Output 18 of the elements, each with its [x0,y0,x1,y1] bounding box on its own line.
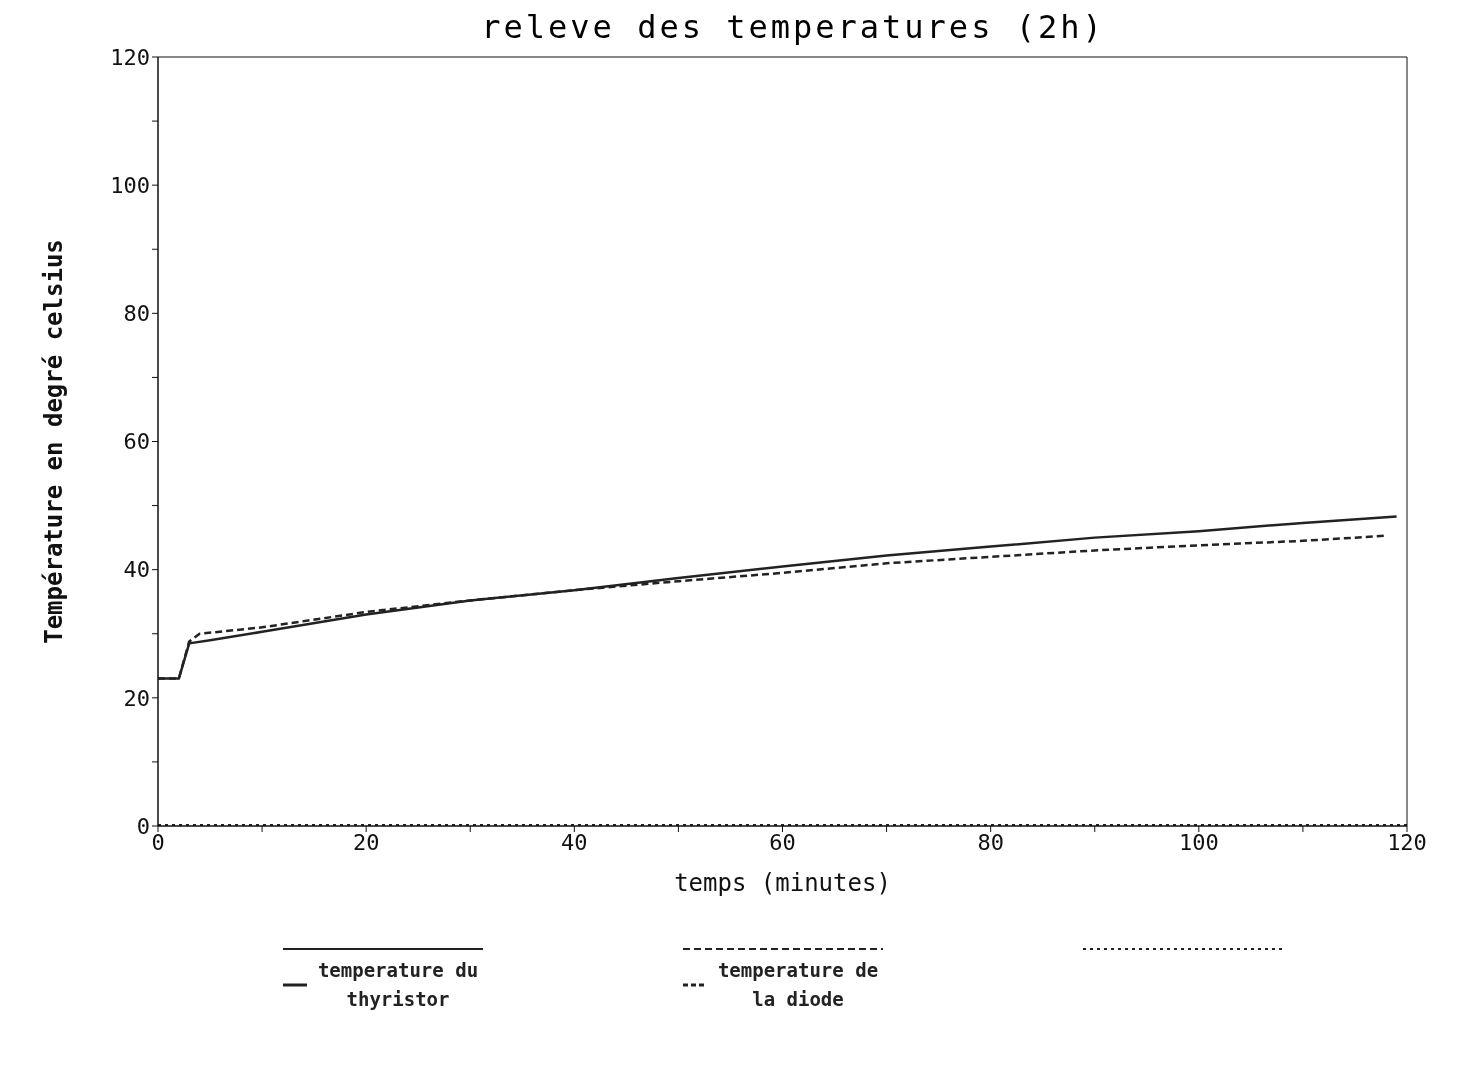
y-tick-label: 100 [110,172,150,198]
x-tick-label: 20 [352,829,380,855]
chart-title: releve des temperatures (2h) [480,8,1106,46]
y-tick-label: 40 [123,557,150,583]
x-tick-label: 40 [561,829,588,855]
y-tick-label: 20 [123,685,150,711]
y-tick-label: 0 [136,813,150,839]
x-tick-label: 100 [1178,829,1219,855]
x-tick-label: 60 [769,829,796,855]
x-tick-label: 120 [1387,829,1427,855]
legend-label: temperature de la diode [716,958,880,1012]
y-tick-label: 60 [123,429,150,455]
y-axis-title: Température en degré celsius [39,239,68,644]
y-tick-label: 80 [123,301,150,327]
legend-label: temperature du thyristor [316,958,480,1012]
y-tick-label: 120 [110,44,150,70]
x-axis-title: temps (minutes) [674,869,891,897]
x-tick-label: 80 [977,829,1004,855]
